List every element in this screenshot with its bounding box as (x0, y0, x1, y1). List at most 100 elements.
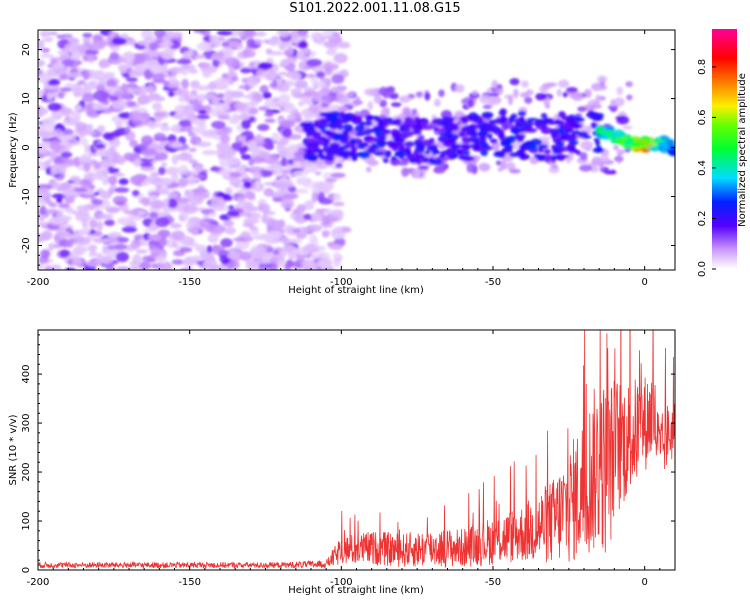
ridge-blob (370, 115, 381, 121)
signal-halo-blob (335, 163, 343, 168)
noise-blob (46, 91, 54, 101)
colorbar-label: Normalized spectral amplitude (737, 73, 748, 227)
signal-halo-blob (415, 91, 423, 98)
signal-halo-blob (454, 110, 465, 118)
noise-blob (123, 152, 134, 161)
noise-blob (182, 203, 198, 214)
ridge-blob (526, 127, 538, 133)
noise-blob (300, 97, 312, 105)
noise-blob (324, 66, 333, 75)
noise-blob (208, 129, 219, 134)
noise-blob (162, 80, 170, 88)
ridge-blob (524, 120, 534, 128)
noise-blob (53, 62, 65, 69)
noise-blob (141, 181, 150, 187)
ridge-blob (351, 115, 363, 122)
noise-blob (283, 102, 296, 114)
ridge-blob (447, 133, 459, 141)
peak-blob (630, 143, 639, 148)
noise-blob (282, 128, 292, 138)
noise-blob (129, 175, 145, 185)
noise-blob (38, 59, 46, 67)
noise-blob (303, 243, 318, 254)
noise-blob (297, 41, 308, 49)
noise-blob (264, 137, 272, 144)
noise-blob (248, 166, 263, 172)
noise-blob (113, 187, 130, 193)
noise-blob (315, 71, 326, 79)
noise-blob (92, 198, 103, 206)
noise-blob (182, 257, 196, 267)
noise-blob (180, 64, 196, 70)
noise-blob (238, 135, 247, 142)
noise-blob (309, 254, 323, 259)
signal-halo-blob (509, 78, 520, 86)
noise-blob (250, 146, 263, 153)
x-tick-label: -50 (485, 577, 501, 588)
noise-blob (163, 198, 170, 207)
noise-blob (278, 39, 288, 50)
signal-halo-blob (625, 81, 633, 88)
noise-blob (62, 187, 75, 198)
ridge-blob (543, 148, 551, 155)
noise-blob (223, 220, 234, 227)
signal-halo-blob (346, 92, 355, 98)
noise-blob (226, 250, 241, 260)
colorbar-tick-label: 0.8 (697, 59, 708, 75)
signal-halo-blob (616, 153, 622, 164)
noise-blob (83, 162, 91, 173)
ridge-blob (339, 136, 349, 145)
noise-blob (47, 102, 62, 112)
ridge-blob (538, 144, 549, 149)
noise-blob (277, 71, 289, 77)
noise-blob (97, 213, 114, 220)
ridge-blob (590, 122, 598, 130)
noise-blob (64, 42, 80, 54)
ridge-blob (359, 121, 365, 128)
noise-blob (64, 227, 73, 233)
noise-blob (150, 247, 161, 258)
signal-halo-blob (466, 163, 474, 173)
signal-halo-blob (397, 160, 409, 166)
noise-blob (171, 31, 181, 38)
ridge-blob (380, 126, 387, 135)
noise-blob (69, 175, 81, 182)
noise-blob (153, 132, 167, 142)
ridge-blob (433, 126, 439, 132)
ridge-blob (540, 113, 548, 119)
x-tick-label: -200 (27, 277, 50, 288)
noise-blob (208, 212, 217, 217)
noise-blob (44, 208, 59, 215)
noise-blob (310, 31, 324, 41)
noise-blob (64, 195, 75, 204)
ridge-blob (585, 112, 593, 117)
noise-blob (67, 37, 79, 44)
ridge-blob (557, 111, 566, 119)
ridge-blob (315, 140, 326, 145)
signal-halo-blob (390, 102, 402, 108)
signal-halo-blob (507, 95, 514, 106)
signal-halo-blob (591, 82, 604, 92)
peak-blob (604, 130, 615, 136)
noise-blob (188, 159, 198, 165)
noise-blob (239, 67, 252, 74)
noise-blob (296, 204, 307, 213)
y-tick-label: 20 (21, 43, 32, 56)
noise-blob (229, 176, 242, 187)
ridge-blob (540, 123, 548, 131)
noise-blob (175, 110, 184, 116)
ridge-blob (342, 124, 354, 131)
snr-panel: -200 -150 -100 -50 0 0 100 200 300 400 Height of … (8, 329, 676, 596)
ridge-blob (382, 157, 389, 164)
noise-blob (115, 251, 130, 262)
noise-blob (40, 249, 51, 259)
colorbar-ticks: 0.0 0.2 0.4 0.6 0.8 (697, 59, 716, 277)
signal-halo-blob (616, 149, 626, 155)
noise-blob (294, 188, 309, 194)
signal-halo-blob (496, 160, 502, 166)
colorbar-tick-label: 0.2 (697, 211, 708, 227)
noise-blob (225, 226, 236, 235)
noise-blob (170, 142, 184, 148)
noise-blob (139, 261, 152, 270)
